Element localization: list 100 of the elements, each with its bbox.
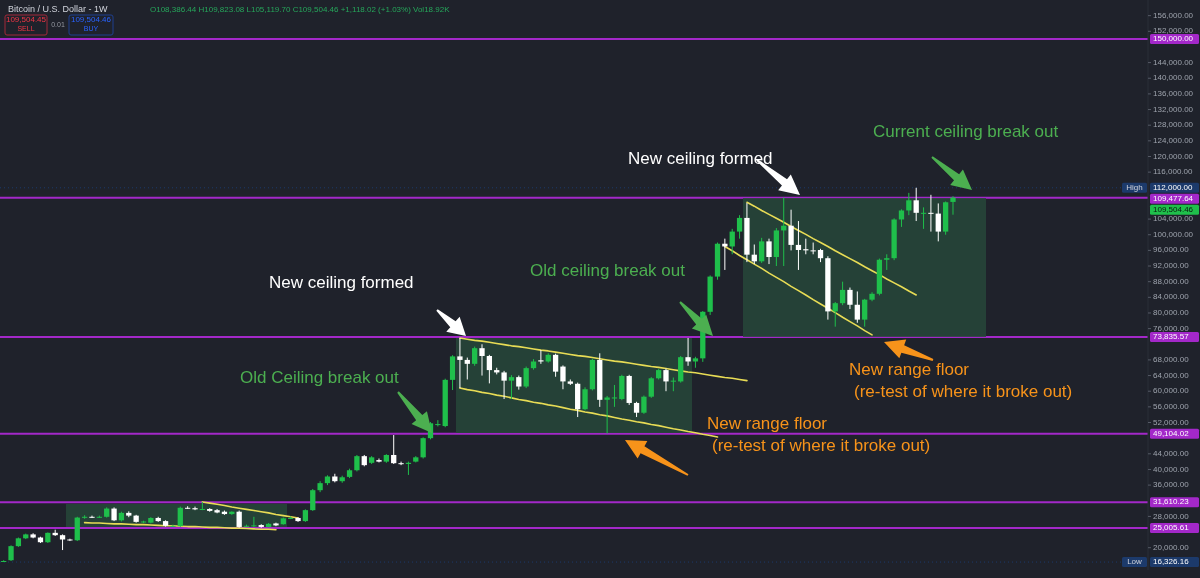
candlestick — [464, 357, 470, 380]
candlestick — [89, 515, 95, 519]
candlestick — [920, 206, 927, 230]
annotation: Old ceiling break out — [530, 261, 686, 280]
candlestick — [663, 368, 669, 392]
candlestick — [832, 301, 838, 328]
candlestick — [854, 290, 860, 324]
annotation: New range floor (re-test of where it broke out) — [849, 360, 1073, 402]
candlestick — [611, 384, 618, 408]
candlestick — [435, 419, 441, 427]
y-tick-label: 136,000.00 — [1153, 89, 1194, 98]
candlestick — [170, 524, 176, 528]
y-tick-label: 140,000.00 — [1153, 73, 1194, 83]
ref-line-label: 16,326.16 — [1153, 557, 1190, 567]
annotation: 109,504.46 — [70, 15, 112, 24]
candlestick — [788, 209, 794, 251]
candlestick — [736, 214, 743, 240]
candlestick — [523, 366, 529, 389]
y-tick-label: 76,000.00 — [1153, 323, 1190, 333]
y-tick-label: 64,000.00 — [1153, 370, 1190, 380]
chart-title: Bitcoin / U.S. Dollar - 1W — [8, 4, 109, 14]
y-tick-label: 104,000.00 — [1153, 214, 1194, 224]
line-series — [83, 521, 277, 531]
candlestick — [486, 354, 493, 384]
y-tick-label: 44,000.00 — [1153, 448, 1190, 458]
y-tick-label: 120,000.00 — [1153, 151, 1194, 161]
annotation: Low — [1127, 557, 1143, 567]
ref-line-label: 25,005.61 — [1153, 523, 1190, 533]
candlestick — [795, 220, 802, 271]
y-tick-label: 152,000.00 — [1153, 26, 1194, 36]
candlestick — [67, 538, 73, 542]
y-tick-label: 52,000.00 — [1153, 417, 1190, 427]
y-tick-label: 132,000.00 — [1153, 104, 1194, 114]
line-series — [201, 501, 299, 519]
candlestick — [685, 337, 691, 367]
y-tick-label: 128,000.00 — [1153, 120, 1194, 130]
candlestick — [839, 281, 846, 306]
candlestick — [582, 386, 588, 411]
candlestick — [472, 346, 478, 367]
y-tick-label: 84,000.00 — [1153, 292, 1190, 302]
text: O108,386.44 H109,823.08 L105,119.70 C109,504.46 +1,118.02 (+1.03%) Vol18.92K — [150, 5, 451, 14]
candlestick — [648, 376, 654, 399]
ref-line-label: 112,000.00 — [1153, 182, 1193, 192]
candlestick — [420, 436, 426, 459]
line-series — [459, 337, 748, 382]
y-tick-label: 28,000.00 — [1153, 511, 1190, 521]
line-series — [724, 245, 873, 336]
y-tick-label: 20,000.00 — [1153, 542, 1190, 552]
annotation: 109,504.45 — [5, 15, 47, 24]
candlestick — [449, 354, 456, 391]
line-series — [746, 201, 917, 296]
y-tick-label: 56,000.00 — [1153, 401, 1190, 411]
text: 109,504.46 — [1153, 204, 1194, 214]
y-tick-label: 124,000.00 — [1153, 135, 1194, 145]
candlestick — [847, 287, 853, 310]
candlestick — [928, 194, 934, 233]
candlestick — [479, 343, 485, 377]
candlestick — [398, 461, 404, 466]
candlestick — [862, 298, 868, 328]
y-tick-label: 156,000.00 — [1153, 10, 1194, 20]
candlestick — [913, 187, 919, 222]
candlestick — [538, 349, 544, 365]
y-tick-label: 100,000.00 — [1153, 229, 1194, 239]
candlestick — [552, 353, 559, 378]
y-tick-label: 116,000.00 — [1153, 167, 1193, 177]
y-tick-label: 80,000.00 — [1153, 308, 1190, 318]
candlestick — [935, 202, 941, 242]
y-tick-label: 68,000.00 — [1153, 355, 1190, 365]
y-tick-label: 96,000.00 — [1153, 245, 1190, 255]
candlestick — [74, 516, 80, 542]
candlestick — [457, 337, 463, 389]
ref-line-label: 150,000.00 — [1153, 34, 1194, 44]
annotation: New ceiling formed — [628, 149, 773, 168]
candlestick — [950, 195, 956, 216]
annotation: High — [1126, 182, 1143, 192]
ref-line-label: 31,610.23 — [1153, 497, 1190, 507]
candlestick — [560, 364, 566, 390]
candlestick — [766, 238, 772, 265]
annotation: Current ceiling break out — [873, 122, 1059, 141]
candlestick — [501, 370, 507, 400]
y-tick-label: 88,000.00 — [1153, 276, 1190, 286]
candlestick — [391, 434, 397, 465]
y-tick-label: 40,000.00 — [1153, 464, 1190, 474]
y-tick-label: 36,000.00 — [1153, 480, 1190, 490]
candlestick — [251, 516, 257, 528]
ref-line-label: 109,477.64 — [1153, 193, 1194, 203]
y-tick-label: 92,000.00 — [1153, 261, 1190, 271]
y-tick-label: 60,000.00 — [1153, 386, 1190, 396]
ref-line-label: 49,104.02 — [1153, 428, 1190, 438]
annotation: Old Ceiling break out — [240, 368, 400, 387]
candlestick — [508, 374, 515, 400]
annotation: New ceiling formed — [269, 273, 414, 292]
candlestick — [214, 508, 220, 514]
candlestick — [192, 506, 198, 511]
candlestick — [619, 374, 625, 401]
candlestick — [641, 395, 647, 415]
y-tick-label: 144,000.00 — [1153, 57, 1194, 67]
annotation: New range floor (re-test of where it broke out) — [707, 414, 931, 456]
candlestick — [310, 488, 316, 512]
candlestick — [177, 506, 183, 528]
